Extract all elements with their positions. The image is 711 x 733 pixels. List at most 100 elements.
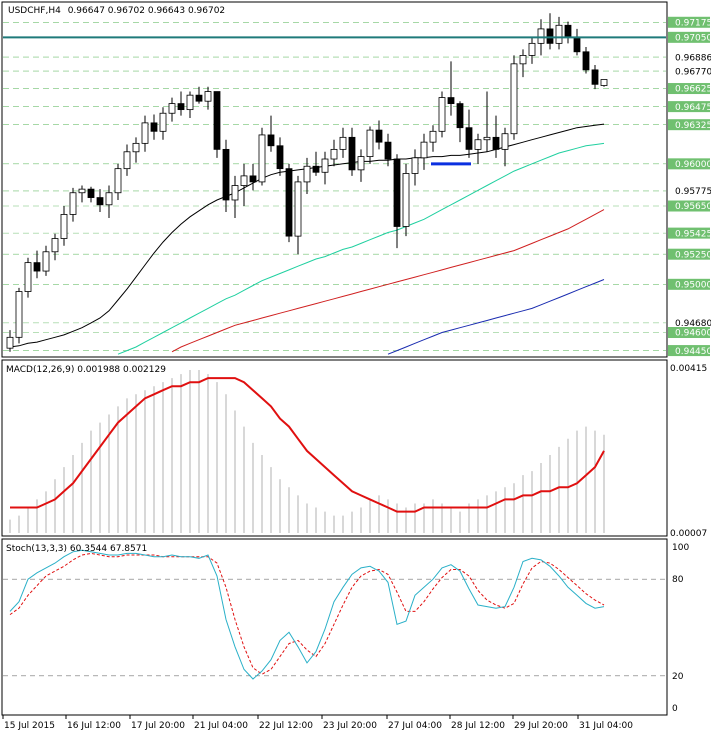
candle-body [393, 158, 401, 227]
candle-body [159, 112, 167, 132]
macd-pane-frame [1, 359, 668, 537]
candle-body [537, 28, 545, 44]
blue-moving-average [387, 279, 605, 355]
time-tick-label: 22 Jul 12:00 [259, 721, 313, 731]
candle-body [15, 291, 23, 338]
candle-body [447, 97, 455, 104]
time-tick-label: 27 Jul 04:00 [388, 721, 442, 731]
candle-body [384, 141, 392, 160]
candle-body [60, 214, 68, 239]
price-tick-label: 0.96770 [675, 67, 711, 77]
candle-body [87, 188, 95, 198]
candle-body [177, 103, 185, 111]
candle-body [312, 165, 320, 173]
time-tick-label: 15 Jul 2015 [4, 721, 55, 731]
macd-tick-label: 0.00415 [670, 364, 707, 374]
candle-body [555, 24, 563, 44]
candle-body [429, 130, 437, 143]
candle-body [564, 24, 572, 38]
stoch-pane-frame [1, 538, 668, 716]
green-moving-average [117, 142, 605, 355]
candle-body [51, 238, 59, 253]
symbol-name: USDCHF,H4 [8, 6, 61, 16]
price-tick-label: 0.97175 [675, 18, 711, 28]
candle-body [33, 262, 41, 272]
candle-body [465, 127, 473, 150]
stoch-tick-label: 80 [672, 575, 684, 585]
candle-body [204, 91, 212, 102]
price-tick-label: 0.95650 [675, 202, 711, 212]
candle-body [195, 94, 203, 102]
candle-body [501, 133, 509, 150]
candle-body [438, 97, 446, 132]
candle-body [330, 148, 338, 160]
candle-body [123, 151, 131, 170]
price-tick-label: 0.94450 [675, 347, 711, 357]
stochastic-indicator: 100 80 20 0 [3, 543, 689, 714]
candle-body [483, 136, 491, 141]
candle-body [69, 192, 77, 215]
price-tag-bg [668, 278, 710, 290]
candle-body [285, 168, 293, 237]
candle-body [339, 136, 347, 150]
candle-body [348, 136, 356, 171]
candle-body [258, 134, 266, 183]
candle-body [528, 42, 536, 56]
candle-body [510, 63, 518, 135]
price-tick-label: 0.96625 [675, 85, 711, 95]
symbol-header: USDCHF,H4 0.96647 0.96702 0.96643 0.9670… [8, 6, 225, 16]
candle-body [249, 175, 257, 183]
price-tick-label: 0.95425 [675, 229, 711, 239]
price-tag-bg [668, 345, 710, 357]
price-annotations [3, 36, 666, 166]
time-tick-label: 17 Jul 20:00 [131, 721, 185, 731]
macd-signal-line [10, 377, 605, 513]
price-tag-bg [668, 200, 710, 212]
candle-body [114, 168, 122, 194]
time-tick-label: 29 Jul 20:00 [514, 721, 568, 731]
candle-body [591, 69, 599, 85]
candle-body [375, 129, 383, 143]
candle-body [186, 94, 194, 111]
candle-body [456, 103, 464, 129]
candle-body [231, 185, 239, 201]
candle-body [105, 192, 113, 206]
candle-body [150, 122, 158, 132]
stoch-main-line [9, 549, 605, 680]
price-tick-label: 0.96475 [675, 103, 711, 113]
price-tick-label: 0.95775 [675, 187, 711, 197]
price-tag-bg [668, 119, 710, 131]
stoch-tick-label: 0 [672, 704, 678, 714]
price-tag-bg [668, 16, 710, 28]
candle-body [141, 122, 149, 144]
candle-body [582, 51, 590, 71]
price-axis: 0.97175 0.97050 0.96886 0.96770 0.96625 0.964… [668, 16, 711, 357]
price-tick-label: 0.97050 [675, 34, 711, 44]
macd-indicator: 0.00415 0.00007 [9, 364, 707, 539]
price-pane-frame [1, 1, 668, 358]
stoch-label: Stoch(13,3,3) 60.3544 67.8571 [6, 544, 147, 554]
time-tick-label: 31 Jul 04:00 [579, 721, 633, 731]
candle-body [24, 262, 32, 292]
candle-body [168, 103, 176, 114]
stoch-tick-label: 100 [672, 543, 689, 553]
red-moving-average [171, 209, 605, 353]
candle-body [402, 173, 410, 227]
price-tag-bg [668, 83, 710, 95]
price-tick-label: 0.95250 [675, 250, 711, 260]
candle-body [267, 134, 275, 147]
candle-body [600, 79, 608, 86]
ohlc-values: 0.96647 0.96702 0.96643 0.96702 [68, 6, 225, 16]
price-tick-label: 0.96000 [675, 160, 711, 170]
candle-body [420, 141, 428, 159]
candle-body [519, 55, 527, 65]
time-tick-label: 21 Jul 04:00 [194, 721, 248, 731]
price-gridlines [3, 21, 666, 351]
candle-body [321, 158, 329, 173]
time-tick-label: 28 Jul 12:00 [451, 721, 505, 731]
price-tag-bg [668, 158, 710, 170]
time-axis: 15 Jul 2015 16 Jul 12:00 17 Jul 20:00 21 Ju… [2, 715, 633, 731]
candle-body [6, 336, 14, 349]
